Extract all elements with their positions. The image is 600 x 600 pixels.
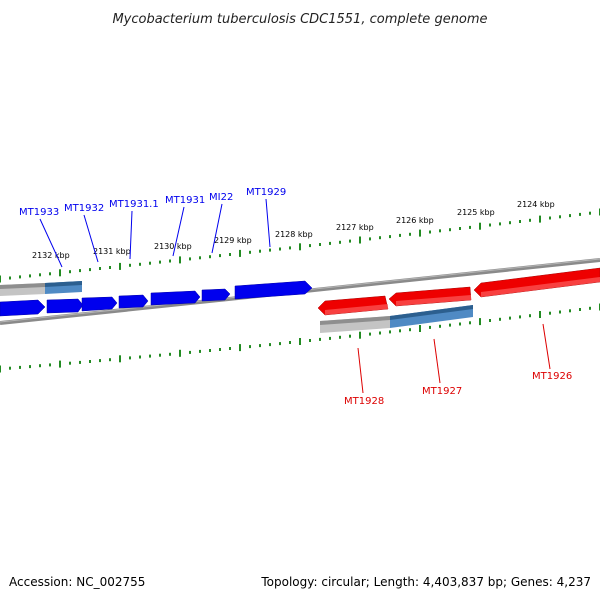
tick-label: 2125 kbp: [457, 208, 495, 217]
gene-arrow-mt1929[interactable]: [234, 280, 313, 300]
gene-arrow-mi22[interactable]: [150, 290, 201, 306]
cds-strip-right[interactable]: [320, 305, 473, 333]
map-title: Mycobacterium tuberculosis CDC1551, comp…: [112, 12, 487, 27]
gene-arrow-mt1933[interactable]: [0, 299, 46, 317]
tick-label: 2126 kbp: [396, 216, 434, 225]
tick-label: 2130 kbp: [154, 242, 192, 251]
reverse-gene-labels: [357, 323, 551, 394]
gene-label-mt1931-1[interactable]: MT1931.1: [109, 199, 159, 210]
gene-label-mt1927[interactable]: MT1927: [422, 386, 462, 397]
gene-arrow-mt1931[interactable]: [118, 294, 149, 309]
gene-label-mi22[interactable]: MI22: [209, 192, 233, 203]
gene-label-mt1933[interactable]: MT1933: [19, 207, 59, 218]
accession-text: Accession: NC_002755: [9, 575, 145, 589]
outer-tick-track: [0, 208, 600, 283]
gene-arrow-mt1932[interactable]: [46, 298, 84, 314]
tick-label: 2127 kbp: [336, 223, 374, 232]
tick-label: 2129 kbp: [214, 236, 252, 245]
gene-arrow-mt1929-a[interactable]: [201, 288, 231, 302]
genome-summary-text: Topology: circular; Length: 4,403,837 bp…: [260, 575, 591, 589]
gene-label-mt1931[interactable]: MT1931: [165, 195, 205, 206]
cds-strip-left[interactable]: [0, 281, 82, 296]
inner-tick-track: [0, 303, 600, 373]
gene-label-mt1932[interactable]: MT1932: [64, 203, 104, 214]
tick-label: 2124 kbp: [517, 200, 555, 209]
gene-label-mt1929[interactable]: MT1929: [246, 187, 286, 198]
reverse-strand-genes: [317, 267, 600, 316]
tick-labels: 2132 kbp 2131 kbp 2130 kbp 2129 kbp 2128…: [32, 200, 555, 260]
tick-label: 2128 kbp: [275, 230, 313, 239]
tick-label: 2132 kbp: [32, 251, 70, 260]
forward-gene-labels: [39, 198, 271, 268]
gene-label-mt1926[interactable]: MT1926: [532, 371, 572, 382]
gene-arrow-mt1931-1[interactable]: [81, 296, 118, 312]
tick-label: 2131 kbp: [93, 247, 131, 256]
forward-strand-genes: [0, 280, 313, 317]
gene-label-mt1928[interactable]: MT1928: [344, 396, 384, 407]
